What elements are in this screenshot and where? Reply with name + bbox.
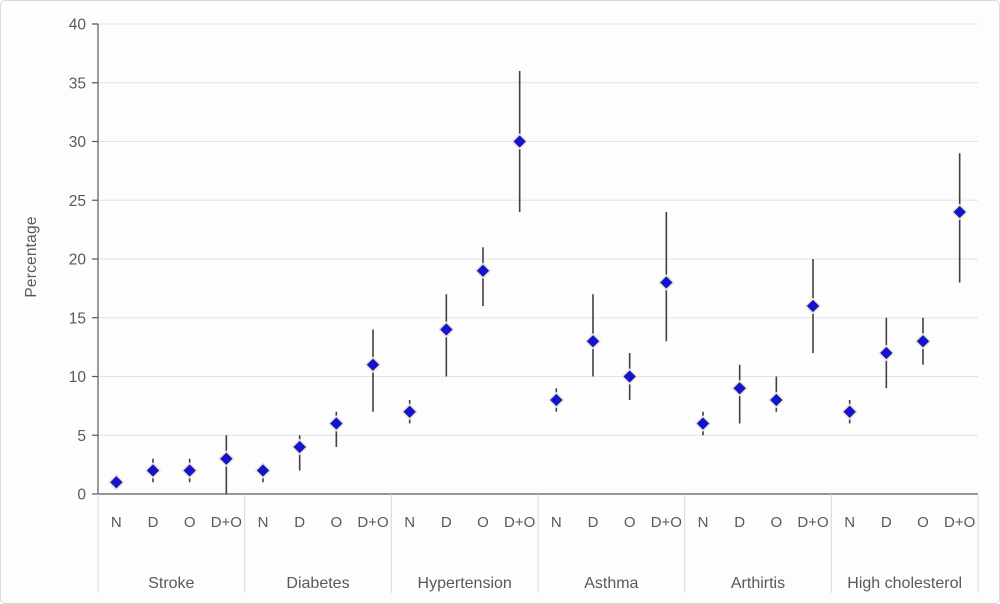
- data-point-marker: [951, 203, 968, 221]
- point-category-label: N: [258, 514, 269, 531]
- data-point-marker: [621, 368, 638, 385]
- point-category-label: N: [404, 514, 415, 531]
- y-axis-title: Percentage: [23, 216, 40, 298]
- point-category-label: D: [881, 514, 892, 531]
- data-point-marker: [474, 262, 492, 280]
- data-point-marker: [914, 332, 932, 350]
- data-point-marker: [108, 473, 125, 491]
- point-category-label: N: [551, 514, 562, 531]
- data-point-marker: [401, 403, 418, 421]
- point-category-label: O: [624, 514, 636, 531]
- data-point-marker: [364, 356, 382, 374]
- data-point-marker: [658, 274, 675, 291]
- y-tick-label: 40: [69, 17, 87, 34]
- y-tick-label: 20: [69, 252, 87, 269]
- data-point-marker: [328, 415, 345, 432]
- data-point-marker: [254, 462, 272, 479]
- data-point-marker: [511, 133, 528, 150]
- point-category-label: D+O: [504, 514, 535, 531]
- data-point-marker: [584, 332, 602, 350]
- y-tick-label: 35: [69, 75, 86, 92]
- y-tick-label: 15: [69, 310, 86, 327]
- point-category-label: D: [441, 514, 452, 531]
- point-category-label: D: [148, 514, 159, 531]
- data-point-marker: [878, 344, 895, 362]
- group-label: Diabetes: [286, 575, 349, 592]
- point-category-label: D: [734, 514, 745, 531]
- data-point-marker: [218, 450, 235, 468]
- data-point-marker: [841, 403, 858, 421]
- data-point-marker: [694, 415, 712, 432]
- point-category-label: D: [294, 514, 305, 531]
- group-label: Asthma: [584, 575, 638, 592]
- point-category-label: N: [698, 514, 709, 531]
- point-category-label: N: [111, 514, 122, 531]
- data-point-marker: [804, 297, 822, 315]
- point-category-label: D+O: [357, 514, 388, 531]
- data-point-marker: [291, 438, 308, 456]
- data-point-marker: [438, 321, 455, 338]
- point-category-label: O: [477, 514, 489, 531]
- y-tick-label: 30: [69, 134, 87, 151]
- point-category-label: O: [330, 514, 342, 531]
- group-label: High cholesterol: [847, 575, 962, 592]
- point-category-label: D: [588, 514, 599, 531]
- point-category-label: D+O: [211, 514, 242, 531]
- y-tick-label: 10: [69, 369, 87, 386]
- group-label: Arthirtis: [731, 575, 785, 592]
- group-label: Hypertension: [418, 575, 512, 592]
- point-category-label: D+O: [944, 514, 975, 531]
- point-category-label: N: [844, 514, 855, 531]
- y-tick-label: 0: [77, 487, 86, 504]
- point-category-label: O: [917, 514, 929, 531]
- data-point-marker: [181, 462, 198, 479]
- point-category-label: O: [770, 514, 782, 531]
- y-tick-label: 25: [69, 193, 86, 210]
- data-point-marker: [731, 379, 748, 397]
- group-label: Stroke: [148, 575, 194, 592]
- point-category-label: D+O: [797, 514, 828, 531]
- data-point-marker: [144, 462, 162, 479]
- data-point-marker: [768, 391, 785, 409]
- data-point-marker: [548, 391, 565, 409]
- point-category-label: O: [184, 514, 196, 531]
- point-category-label: D+O: [651, 514, 682, 531]
- y-tick-label: 5: [77, 428, 86, 445]
